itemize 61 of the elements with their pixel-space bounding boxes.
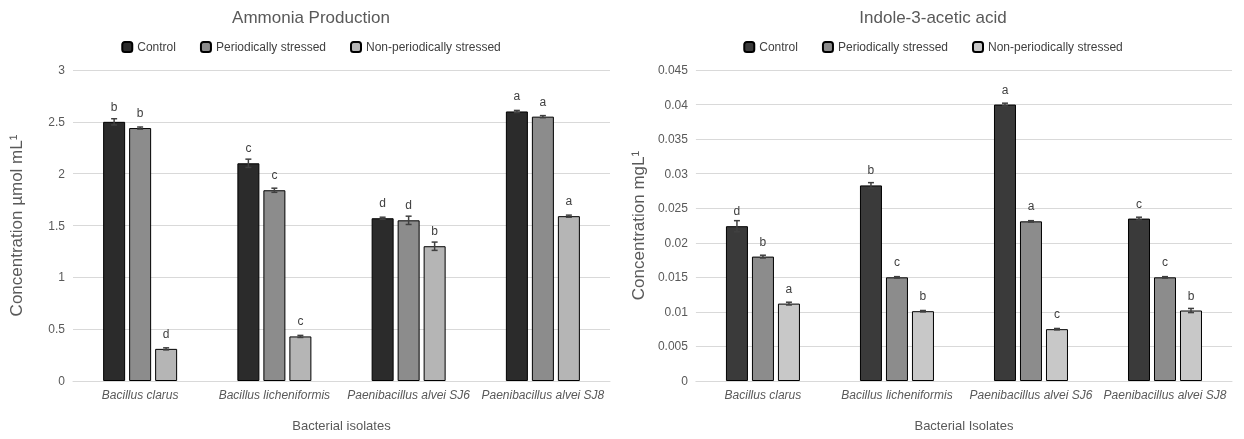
legend-label: Control (759, 40, 798, 54)
y-tick-label: 2 (58, 166, 66, 181)
data-label: a (1027, 199, 1035, 214)
chart-title: Ammonia Production (232, 8, 390, 27)
y-axis-title: Concentration mgL¹ (629, 150, 648, 301)
data-label: b (759, 234, 767, 249)
data-label: a (539, 94, 547, 109)
legend-label: Periodically stressed (215, 40, 326, 54)
x-tick-label: Paenibacillus alvei SJ8 (1103, 388, 1227, 402)
y-tick-label: 0.03 (664, 166, 689, 181)
data-label: c (297, 314, 304, 329)
x-tick-label: Bacillus clarus (724, 388, 802, 402)
data-label: b (136, 106, 144, 121)
y-tick-label: 0.015 (657, 270, 689, 285)
y-tick-label: 0.02 (664, 235, 689, 250)
data-label: c (1161, 255, 1168, 270)
y-tick-label: 3 (58, 63, 66, 77)
data-label: a (565, 194, 573, 209)
x-tick-label: Paenibacillus alvei SJ8 (481, 388, 605, 402)
y-tick-label: 0.01 (664, 304, 689, 319)
y-tick-label: 0.045 (657, 63, 689, 77)
data-label: b (431, 224, 439, 239)
y-tick-label: 0.005 (657, 339, 689, 354)
data-label: b (919, 289, 927, 304)
x-tick-label: Paenibacillus alvei SJ6 (969, 388, 1093, 402)
y-tick-label: 0.5 (48, 322, 66, 337)
data-label: a (1001, 82, 1009, 97)
x-axis-title: Bacterial isolates (292, 418, 392, 433)
data-label: b (867, 163, 875, 178)
data-label: b (110, 99, 118, 114)
legend-label: Periodically stressed (837, 40, 948, 54)
data-label: c (1135, 196, 1142, 211)
data-label: c (893, 255, 900, 270)
data-label: d (162, 326, 170, 341)
legend-label: Non-periodically stressed (988, 40, 1123, 54)
x-tick-label: Bacillus clarus (101, 388, 179, 402)
legend-label: Non-periodically stressed (366, 40, 501, 54)
x-axis-title: Bacterial Isolates (914, 418, 1014, 433)
data-label: b (1187, 288, 1195, 303)
data-label: d (733, 204, 741, 219)
y-tick-label: 0.035 (657, 132, 689, 147)
y-tick-label: 2.5 (48, 114, 66, 129)
data-label: c (245, 141, 252, 156)
y-tick-label: 0 (681, 374, 689, 388)
y-tick-label: 0 (58, 374, 66, 388)
data-label: d (379, 196, 386, 211)
y-tick-label: 0.04 (664, 97, 689, 112)
x-tick-label: Paenibacillus alvei SJ6 (347, 388, 471, 402)
data-label: a (785, 281, 793, 296)
data-label: c (271, 168, 278, 183)
x-tick-label: Bacillus licheniformis (218, 388, 331, 402)
legend-label: Control (137, 40, 176, 54)
y-tick-label: 1 (58, 270, 66, 285)
data-label: d (405, 198, 412, 213)
y-tick-label: 1.5 (48, 218, 66, 233)
y-tick-label: 0.025 (657, 201, 689, 216)
y-axis-title: Concentration µmol mL¹ (7, 134, 26, 317)
data-label: c (1053, 307, 1060, 322)
data-label: a (513, 89, 521, 104)
x-tick-label: Bacillus licheniformis (841, 388, 953, 402)
chart-title: Indole-3-acetic acid (859, 8, 1007, 27)
